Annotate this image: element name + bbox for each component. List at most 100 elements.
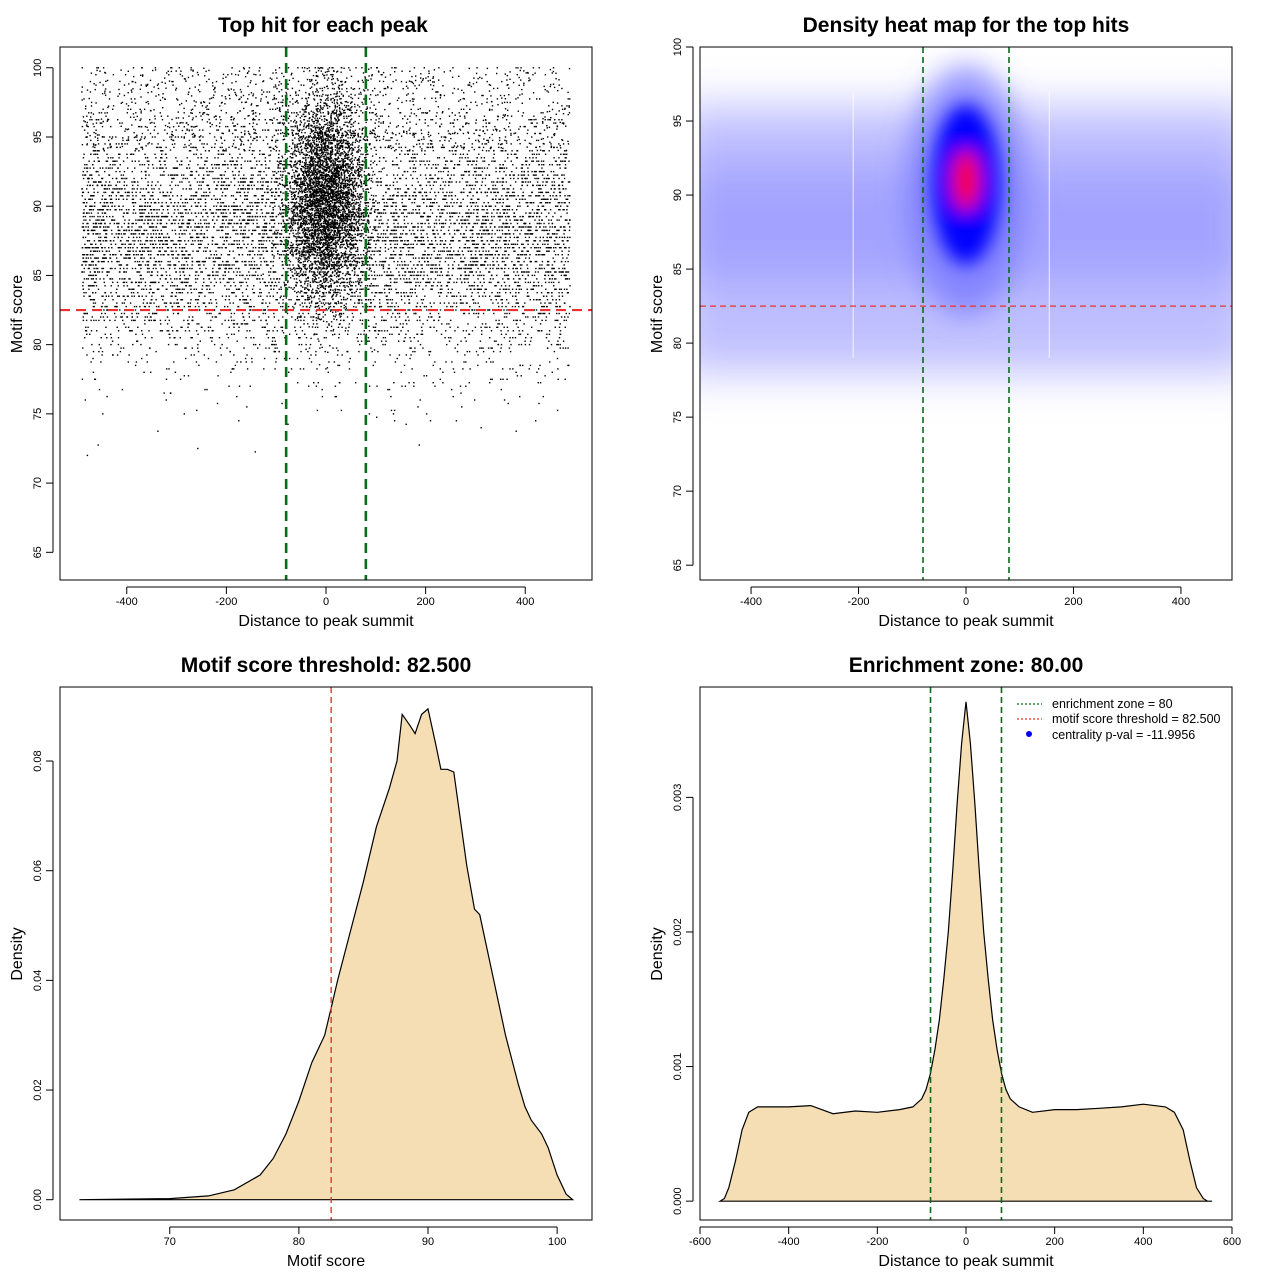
scatter-point	[441, 250, 444, 252]
scatter-point	[303, 125, 305, 128]
scatter-point	[138, 150, 140, 152]
scatter-point	[424, 112, 427, 114]
scatter-point	[467, 164, 469, 166]
scatter-point	[161, 157, 163, 159]
scatter-point	[275, 198, 277, 200]
scatter-point	[465, 229, 467, 232]
scatter-point	[222, 191, 224, 194]
scatter-point	[526, 288, 528, 290]
scatter-point	[209, 98, 211, 100]
scatter-point	[369, 212, 371, 214]
scatter-point	[273, 233, 276, 235]
scatter-point	[555, 160, 557, 162]
scatter-point	[295, 271, 298, 273]
scatter-point	[417, 271, 419, 273]
scatter-point	[440, 215, 442, 218]
scatter-point	[329, 122, 331, 124]
scatter-point	[168, 368, 170, 370]
scatter-point	[208, 174, 210, 176]
scatter-point	[386, 222, 388, 225]
scatter-point	[191, 119, 194, 121]
scatter-point	[421, 330, 423, 332]
scatter-point	[167, 281, 169, 284]
scatter-point	[491, 181, 493, 183]
scatter-point	[375, 240, 378, 242]
scatter-point	[439, 309, 442, 311]
scatter-point	[117, 247, 119, 249]
scatter-point	[287, 240, 289, 242]
scatter-point	[273, 94, 275, 97]
scatter-point	[347, 333, 349, 335]
scatter-point	[81, 191, 84, 194]
scatter-point	[106, 316, 109, 318]
scatter-point	[228, 205, 230, 207]
scatter-point	[491, 160, 493, 162]
scatter-point	[340, 409, 343, 412]
scatter-point	[463, 260, 465, 263]
scatter-point	[474, 247, 476, 249]
scatter-point	[454, 195, 457, 197]
scatter-point	[217, 264, 220, 266]
scatter-point	[214, 198, 217, 200]
scatter-point	[351, 292, 354, 294]
scatter-point	[211, 330, 213, 332]
scatter-point	[422, 299, 425, 301]
scatter-point	[117, 343, 120, 346]
scatter-point	[208, 302, 210, 304]
scatter-point	[353, 212, 355, 214]
scatter-point	[440, 209, 443, 211]
scatter-point	[366, 212, 368, 214]
scatter-point	[169, 260, 171, 263]
scatter-point	[188, 139, 191, 142]
scatter-point	[556, 146, 558, 149]
scatter-point	[261, 240, 263, 242]
scatter-point	[106, 395, 108, 398]
scatter-point	[185, 209, 188, 211]
scatter-point	[509, 368, 511, 370]
scatter-point	[105, 326, 107, 328]
scatter-point	[504, 209, 507, 211]
scatter-point	[420, 229, 422, 232]
scatter-point	[174, 136, 177, 138]
scatter-point	[168, 267, 171, 270]
scatter-point	[468, 174, 470, 176]
scatter-point	[136, 260, 139, 263]
scatter-point	[333, 361, 336, 363]
scatter-point	[89, 198, 91, 200]
scatter-point	[515, 67, 517, 69]
scatter-point	[473, 240, 476, 242]
scatter-point	[212, 236, 215, 239]
scatter-point	[304, 274, 307, 277]
scatter-point	[500, 343, 503, 346]
scatter-point	[115, 254, 117, 256]
scatter-point	[87, 191, 90, 194]
scatter-point	[172, 250, 174, 252]
scatter-point	[536, 299, 538, 301]
scatter-point	[474, 177, 477, 180]
scatter-point	[359, 174, 361, 176]
scatter-point	[140, 188, 142, 190]
scatter-point	[524, 254, 526, 256]
scatter-point	[448, 115, 451, 117]
scatter-point	[211, 164, 213, 166]
scatter-point	[334, 395, 336, 398]
scatter-point	[117, 285, 119, 287]
scatter-point	[403, 278, 405, 280]
scatter-point	[344, 177, 346, 180]
scatter-point	[214, 243, 216, 245]
scatter-point	[101, 250, 104, 252]
scatter-point	[515, 302, 517, 304]
scatter-point	[543, 170, 545, 173]
scatter-point	[277, 250, 279, 252]
scatter-point	[556, 229, 558, 232]
scatter-point	[244, 181, 246, 183]
scatter-point	[131, 319, 133, 322]
scatter-point	[343, 285, 346, 287]
scatter-point	[559, 271, 561, 273]
scatter-point	[219, 278, 221, 280]
scatter-point	[494, 233, 496, 235]
scatter-point	[346, 240, 349, 242]
scatter-point	[335, 292, 337, 294]
scatter-point	[150, 219, 152, 221]
scatter-point	[274, 170, 276, 173]
